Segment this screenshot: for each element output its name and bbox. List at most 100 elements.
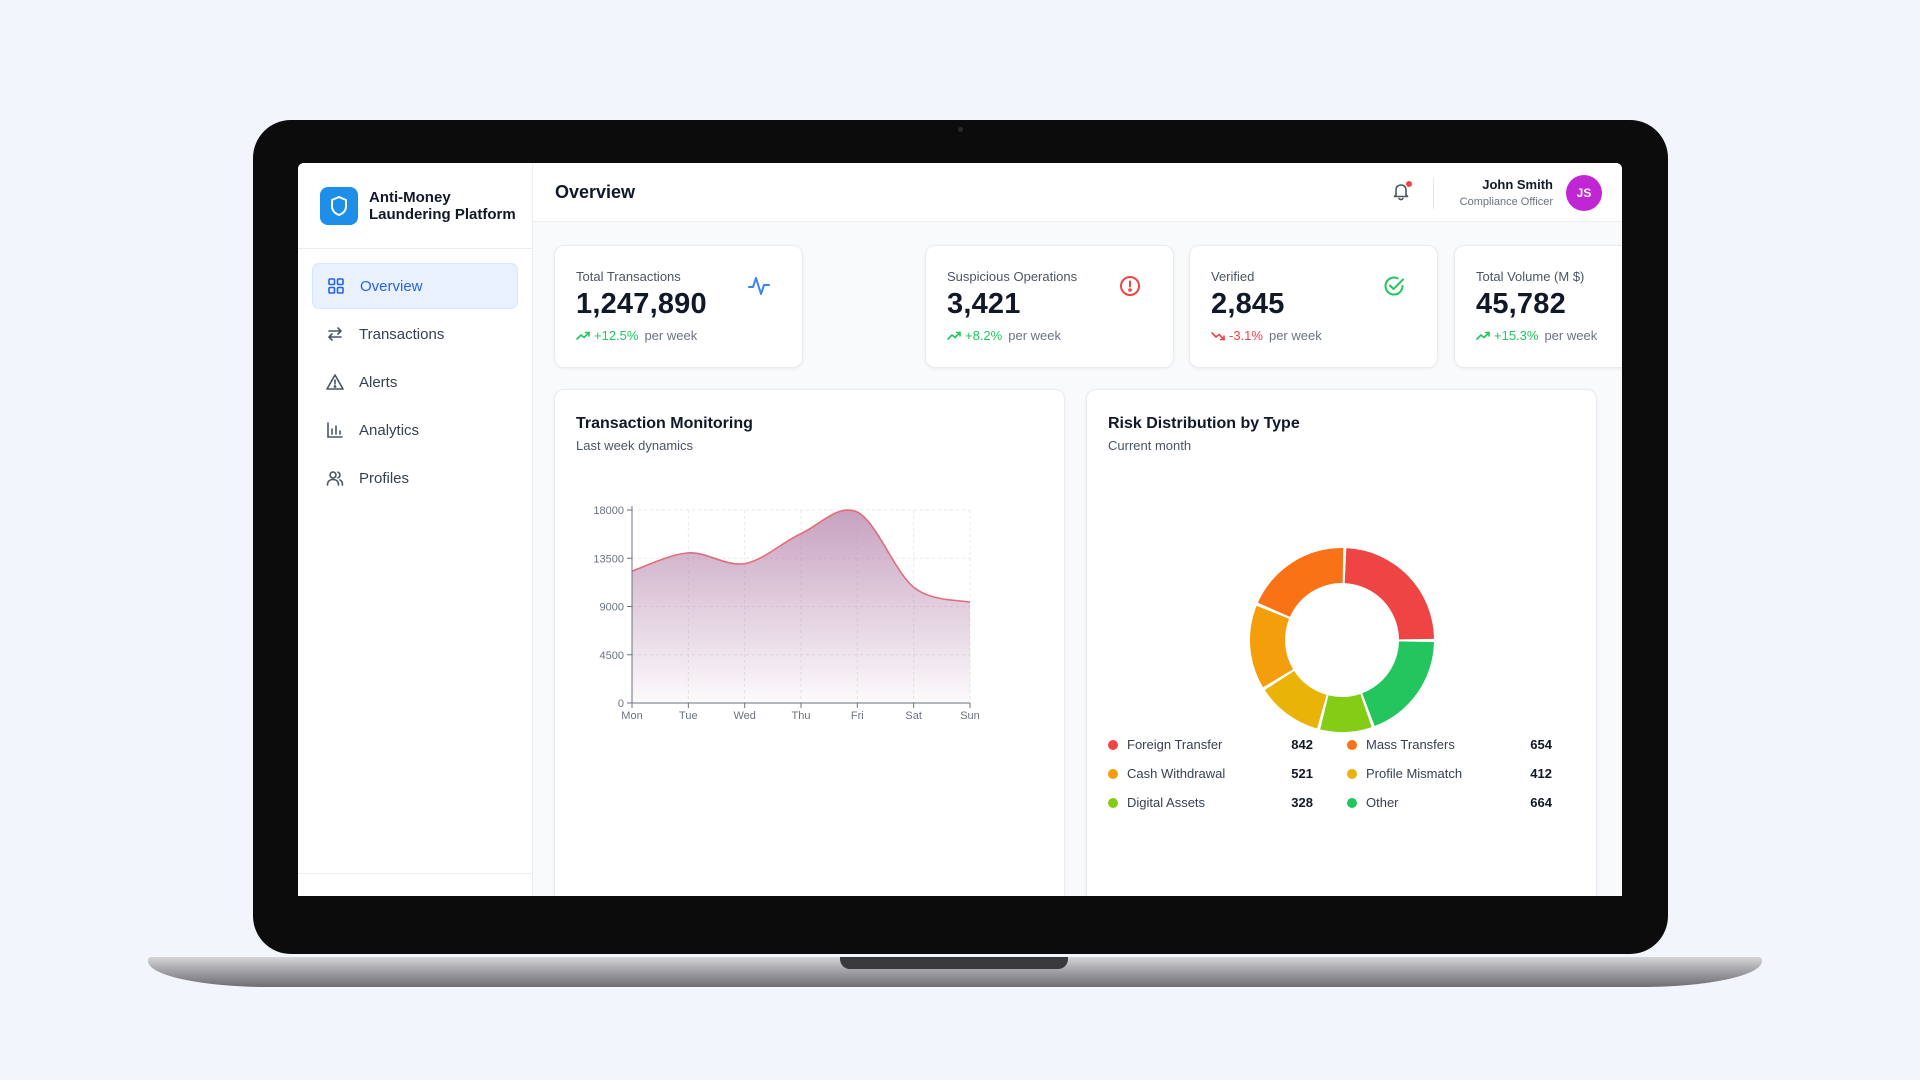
notification-dot [1406, 181, 1412, 187]
legend-item: Profile Mismatch [1347, 766, 1462, 781]
trend-value: +15.3% [1494, 328, 1539, 343]
screen: Anti-Money Laundering Platform Overview … [298, 163, 1622, 896]
stat-card-total-volume[interactable]: Total Volume (M $) 45,782 +15.3% per wee… [1454, 245, 1622, 368]
legend-value: 664 [1530, 795, 1552, 810]
legend-item: Digital Assets [1108, 795, 1205, 810]
donut-slice-profile-mismatch [1264, 670, 1327, 729]
legend-label: Digital Assets [1127, 795, 1206, 810]
stat-label: Suspicious Operations [947, 269, 1078, 284]
sidebar-item-transactions[interactable]: Transactions [312, 311, 518, 357]
check-circle-icon [1382, 274, 1408, 300]
bar-chart-icon [326, 420, 346, 440]
trend-period: per week [1544, 328, 1598, 343]
y-tick-label: 0 [618, 698, 624, 710]
stat-card-verified[interactable]: Verified 2,845 -3.1% per week [1189, 245, 1438, 368]
risk-donut-chart[interactable] [1242, 540, 1442, 740]
sidebar-item-alerts[interactable]: Alerts [312, 359, 518, 405]
stat-trend: +15.3% per week [1476, 328, 1597, 343]
stat-value: 3,421 [947, 288, 1021, 320]
page-title: Overview [555, 181, 636, 202]
donut-slice-cash-withdrawal [1250, 605, 1294, 688]
risk-distribution-panel: Risk Distribution by Type Current month … [1086, 389, 1597, 896]
stat-trend: +8.2% per week [947, 328, 1061, 343]
stat-label: Total Transactions [576, 269, 681, 284]
legend-dot [1108, 768, 1118, 779]
legend-label: Cash Withdrawal [1127, 766, 1226, 781]
laptop-notch [840, 957, 1068, 969]
app-name: Anti-Money Laundering Platform [369, 188, 516, 223]
trend-period: per week [644, 328, 698, 343]
sidebar-item-profiles[interactable]: Profiles [312, 455, 518, 501]
arrows-left-right-icon [326, 324, 346, 344]
x-tick-label: Fri [851, 710, 864, 722]
panel-subtitle: Current month [1108, 438, 1192, 453]
top-header: Overview John Smith Compliance Officer J… [533, 163, 1622, 222]
transaction-monitoring-panel: Transaction Monitoring Last week dynamic… [554, 389, 1065, 896]
y-tick-label: 4500 [600, 650, 624, 662]
trend-down-icon [1211, 331, 1225, 341]
sidebar-item-overview[interactable]: Overview [312, 263, 518, 309]
user-role: Compliance Officer [1459, 196, 1553, 208]
legend-value: 328 [1291, 795, 1313, 810]
trend-value: -3.1% [1229, 328, 1263, 343]
sidebar-item-label: Transactions [359, 325, 445, 343]
user-name[interactable]: John Smith [1482, 177, 1553, 192]
trend-up-icon [1476, 331, 1490, 341]
legend-label: Foreign Transfer [1127, 737, 1223, 752]
stat-value: 2,845 [1211, 288, 1285, 320]
legend-label: Profile Mismatch [1366, 766, 1463, 781]
sidebar-item-label: Overview [360, 277, 423, 295]
sidebar-item-analytics[interactable]: Analytics [312, 407, 518, 453]
legend-item: Other [1347, 795, 1399, 810]
legend-item: Mass Transfers [1347, 737, 1455, 752]
sidebar-item-label: Alerts [359, 373, 398, 391]
x-tick-label: Sun [960, 710, 980, 722]
x-tick-label: Tue [679, 710, 698, 722]
y-tick-label: 18000 [593, 505, 624, 517]
avatar[interactable]: JS [1566, 175, 1602, 211]
activity-icon [747, 274, 773, 300]
legend-dot [1347, 797, 1357, 808]
legend-value: 412 [1530, 766, 1552, 781]
x-tick-label: Thu [792, 710, 811, 722]
stat-trend: +12.5% per week [576, 328, 697, 343]
legend-label: Mass Transfers [1366, 737, 1455, 752]
donut-slice-foreign-transfer [1344, 548, 1434, 640]
legend-item: Cash Withdrawal [1108, 766, 1225, 781]
y-tick-label: 13500 [593, 553, 624, 565]
trend-value: +12.5% [594, 328, 639, 343]
legend-value: 521 [1291, 766, 1313, 781]
legend-dot [1347, 768, 1357, 779]
stat-label: Total Volume (M $) [1476, 269, 1585, 284]
transaction-area-chart[interactable]: 0 4500 9000 13500 18000 Mon Tue Wed Thu Fri Sat Sun [565, 490, 1045, 770]
trend-value: +8.2% [965, 328, 1003, 343]
trend-up-icon [947, 331, 961, 341]
legend-dot [1108, 797, 1118, 808]
donut-slice-mass-transfers [1257, 548, 1344, 617]
x-tick-label: Sat [905, 710, 922, 722]
stat-card-suspicious-operations[interactable]: Suspicious Operations 3,421 +8.2% per we… [925, 245, 1174, 368]
legend-dot [1108, 739, 1118, 750]
stat-value: 1,247,890 [576, 288, 707, 320]
bell-icon[interactable] [1391, 181, 1413, 203]
users-icon [326, 468, 346, 488]
legend-label: Other [1366, 795, 1399, 810]
stat-label: Verified [1211, 269, 1255, 284]
x-tick-label: Mon [621, 710, 642, 722]
legend-value: 842 [1291, 737, 1313, 752]
header-divider [1433, 177, 1434, 209]
panel-title: Risk Distribution by Type [1108, 415, 1300, 432]
legend-value: 654 [1530, 737, 1552, 752]
trend-period: per week [1008, 328, 1061, 343]
trend-period: per week [1268, 328, 1322, 343]
brand[interactable]: Anti-Money Laundering Platform [298, 163, 532, 249]
donut-slice-digital-assets [1320, 693, 1372, 732]
stat-value: 45,782 [1476, 288, 1566, 320]
stat-trend: -3.1% per week [1211, 328, 1322, 343]
alert-circle-icon [1118, 274, 1144, 300]
shield-icon [320, 186, 358, 225]
panel-subtitle: Last week dynamics [576, 438, 694, 453]
stat-card-total-transactions[interactable]: Total Transactions 1,247,890 +12.5% per … [554, 245, 803, 368]
panel-title: Transaction Monitoring [576, 415, 753, 432]
camera [958, 127, 963, 132]
